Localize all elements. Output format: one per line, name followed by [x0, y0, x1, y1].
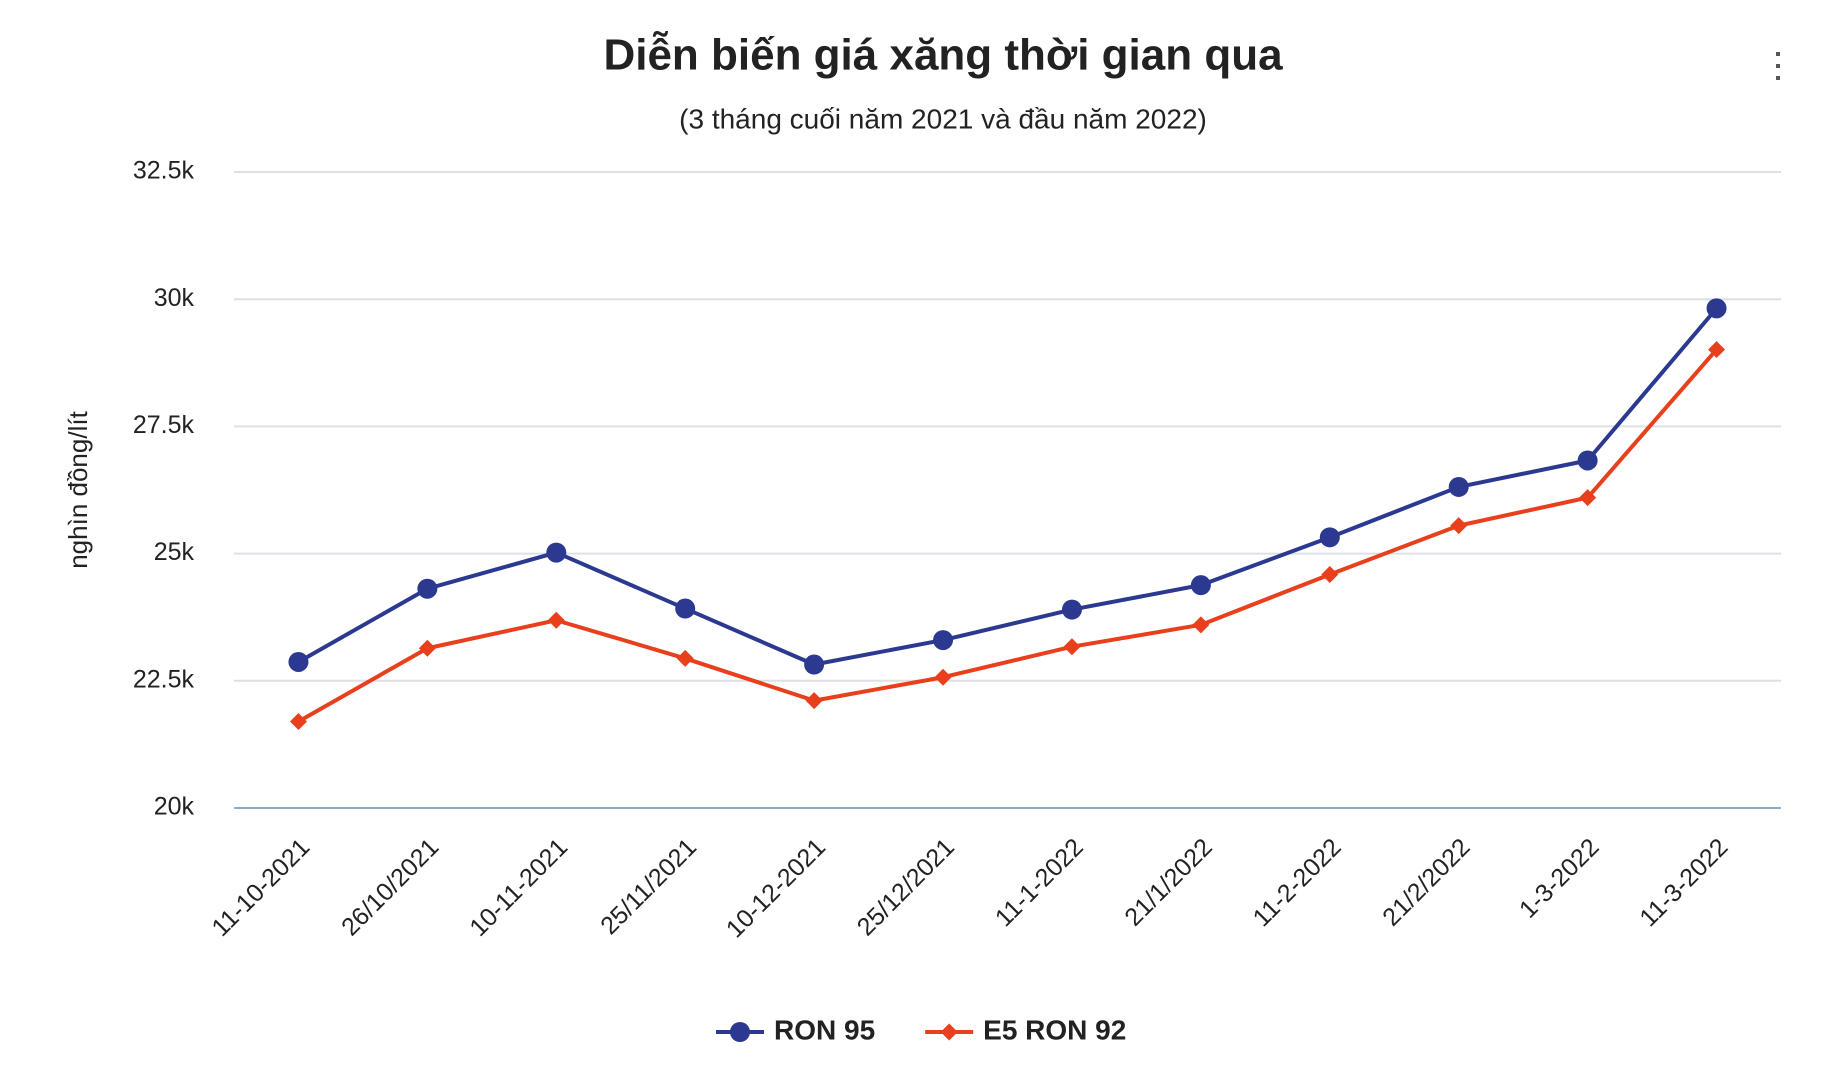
legend-marker [940, 1023, 958, 1041]
y-tick-label: 32.5k [133, 157, 195, 185]
point [804, 654, 825, 675]
point [288, 651, 309, 672]
point [1450, 517, 1468, 535]
point [418, 639, 436, 657]
x-tick-label: 1-3-2022 [1514, 833, 1605, 924]
x-tick-label: 11-3-2022 [1634, 833, 1733, 932]
point [1448, 476, 1469, 497]
y-tick-label: 30k [154, 284, 195, 312]
x-tick-label: 11-10-2021 [206, 833, 315, 942]
x-tick-label: 11-1-2022 [990, 833, 1089, 932]
point [1577, 450, 1598, 471]
point [1192, 616, 1210, 634]
point [933, 630, 954, 651]
x-tick-label: 21/2/2022 [1377, 833, 1475, 931]
point [805, 692, 823, 710]
x-tick-label: 10-12-2021 [721, 833, 831, 943]
x-tick-label: 25/12/2021 [852, 833, 960, 941]
chart-subtitle: (3 tháng cuối năm 2021 và đầu năm 2022) [679, 103, 1207, 134]
x-tick-label: 21/1/2022 [1119, 833, 1217, 931]
y-tick-label: 22.5k [133, 665, 195, 693]
series-line [297, 348, 1719, 724]
point [547, 611, 565, 629]
y-tick-label: 25k [154, 538, 195, 566]
point [1061, 599, 1082, 620]
x-tick-label: 11-2-2022 [1248, 833, 1347, 932]
y-tick-label: 20k [154, 793, 195, 821]
menu-icon[interactable] [1776, 52, 1780, 80]
y-tick-label: 27.5k [133, 411, 195, 439]
y-axis-label: nghìn đồng/lít [63, 410, 93, 568]
point [1321, 565, 1339, 583]
x-tick-label: 25/11/2021 [595, 833, 702, 940]
x-tick-label: 10-11-2021 [464, 833, 573, 942]
point [417, 578, 438, 599]
point [1190, 575, 1211, 596]
point [289, 713, 307, 730]
point [1706, 298, 1727, 319]
chart-title: Diễn biến giá xăng thời gian qua [603, 30, 1283, 80]
point [1319, 527, 1340, 548]
point [934, 668, 952, 686]
x-tick-label: 26/10/2021 [336, 833, 444, 941]
legend-label: E5 RON 92 [983, 1014, 1126, 1045]
legend-marker [730, 1022, 750, 1042]
series-line [297, 307, 1719, 667]
legend-label: RON 95 [774, 1014, 875, 1045]
point [675, 598, 696, 619]
point [676, 649, 694, 667]
point [546, 542, 567, 563]
point [1063, 638, 1081, 656]
